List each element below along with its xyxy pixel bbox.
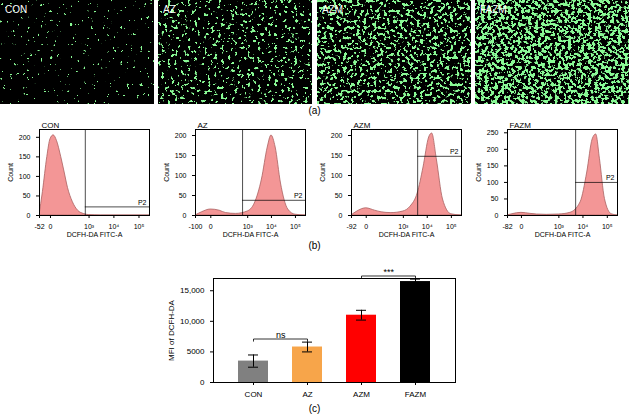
svg-text:50: 50 xyxy=(490,195,498,202)
svg-text:150: 150 xyxy=(174,152,186,159)
svg-text:FAZM: FAZM xyxy=(404,390,426,399)
svg-text:DCFH-DA FITC-A: DCFH-DA FITC-A xyxy=(534,231,590,238)
svg-text:10³: 10³ xyxy=(398,223,409,230)
svg-text:DCFH-DA FITC-A: DCFH-DA FITC-A xyxy=(66,231,122,238)
svg-text:0: 0 xyxy=(519,223,523,230)
svg-text:AZ: AZ xyxy=(302,390,312,399)
svg-text:0: 0 xyxy=(364,223,368,230)
svg-text:50: 50 xyxy=(334,192,342,199)
svg-text:CON: CON xyxy=(41,121,59,130)
svg-text:0: 0 xyxy=(208,223,212,230)
svg-text:10⁵: 10⁵ xyxy=(290,223,301,230)
svg-text:200: 200 xyxy=(18,134,30,141)
svg-text:10⁴: 10⁴ xyxy=(108,223,119,230)
svg-text:Count: Count xyxy=(475,163,482,182)
svg-text:AZM: AZM xyxy=(353,390,370,399)
html-text:(b): (b) xyxy=(308,240,321,251)
svg-text:P2: P2 xyxy=(449,148,458,155)
svg-text:ns: ns xyxy=(275,330,285,340)
svg-text:CON: CON xyxy=(244,390,262,399)
svg-text:-82: -82 xyxy=(502,223,512,230)
svg-text:100: 100 xyxy=(18,173,30,180)
svg-text:10⁵: 10⁵ xyxy=(133,223,144,230)
svg-text:DCFH-DA FITC-A: DCFH-DA FITC-A xyxy=(378,231,434,238)
svg-text:-100: -100 xyxy=(188,223,202,230)
svg-text:10⁴: 10⁴ xyxy=(421,223,432,230)
svg-text:MFI of DCFH-DA: MFI of DCFH-DA xyxy=(167,299,176,361)
svg-text:10³: 10³ xyxy=(83,223,94,230)
html-text:(c): (c) xyxy=(308,403,321,414)
svg-text:***: *** xyxy=(383,267,394,277)
svg-text:10³: 10³ xyxy=(553,223,564,230)
svg-text:0: 0 xyxy=(182,212,186,219)
html-text:(a): (a) xyxy=(308,105,321,116)
svg-text:0: 0 xyxy=(338,212,342,219)
svg-text:15,000: 15,000 xyxy=(180,286,205,295)
svg-text:100: 100 xyxy=(486,179,498,186)
svg-text:DCFH-DA FITC-A: DCFH-DA FITC-A xyxy=(222,231,278,238)
svg-text:200: 200 xyxy=(174,132,186,139)
svg-text:200: 200 xyxy=(486,146,498,153)
svg-text:10³: 10³ xyxy=(242,223,253,230)
svg-text:10⁴: 10⁴ xyxy=(577,223,588,230)
svg-text:200: 200 xyxy=(330,132,342,139)
svg-text:150: 150 xyxy=(18,153,30,160)
svg-text:0: 0 xyxy=(494,212,498,219)
svg-text:AZ: AZ xyxy=(163,4,176,15)
svg-text:AZM: AZM xyxy=(322,4,343,15)
svg-text:150: 150 xyxy=(330,152,342,159)
svg-text:50: 50 xyxy=(22,192,30,199)
svg-text:P2: P2 xyxy=(605,174,614,181)
svg-text:Count: Count xyxy=(7,163,14,182)
svg-text:0: 0 xyxy=(200,378,205,387)
svg-text:150: 150 xyxy=(486,162,498,169)
svg-text:AZ: AZ xyxy=(197,121,207,130)
svg-text:0: 0 xyxy=(48,223,52,230)
svg-text:-92: -92 xyxy=(346,223,356,230)
svg-text:CON: CON xyxy=(5,4,27,15)
svg-text:5000: 5000 xyxy=(186,347,204,356)
svg-text:P2: P2 xyxy=(137,199,146,206)
svg-text:50: 50 xyxy=(178,192,186,199)
svg-text:250: 250 xyxy=(486,129,498,136)
svg-text:100: 100 xyxy=(174,172,186,179)
svg-text:P2: P2 xyxy=(293,192,302,199)
svg-text:FAZM: FAZM xyxy=(509,121,531,130)
svg-text:10,000: 10,000 xyxy=(180,317,205,326)
svg-text:AZM: AZM xyxy=(353,121,370,130)
svg-text:-52: -52 xyxy=(34,223,44,230)
svg-text:100: 100 xyxy=(330,172,342,179)
svg-text:Count: Count xyxy=(319,163,326,182)
svg-text:10⁵: 10⁵ xyxy=(446,223,457,230)
svg-text:FAZM: FAZM xyxy=(480,4,507,15)
svg-text:Count: Count xyxy=(163,163,170,182)
svg-text:10⁴: 10⁴ xyxy=(266,223,277,230)
svg-text:0: 0 xyxy=(26,212,30,219)
svg-text:10⁵: 10⁵ xyxy=(601,223,612,230)
